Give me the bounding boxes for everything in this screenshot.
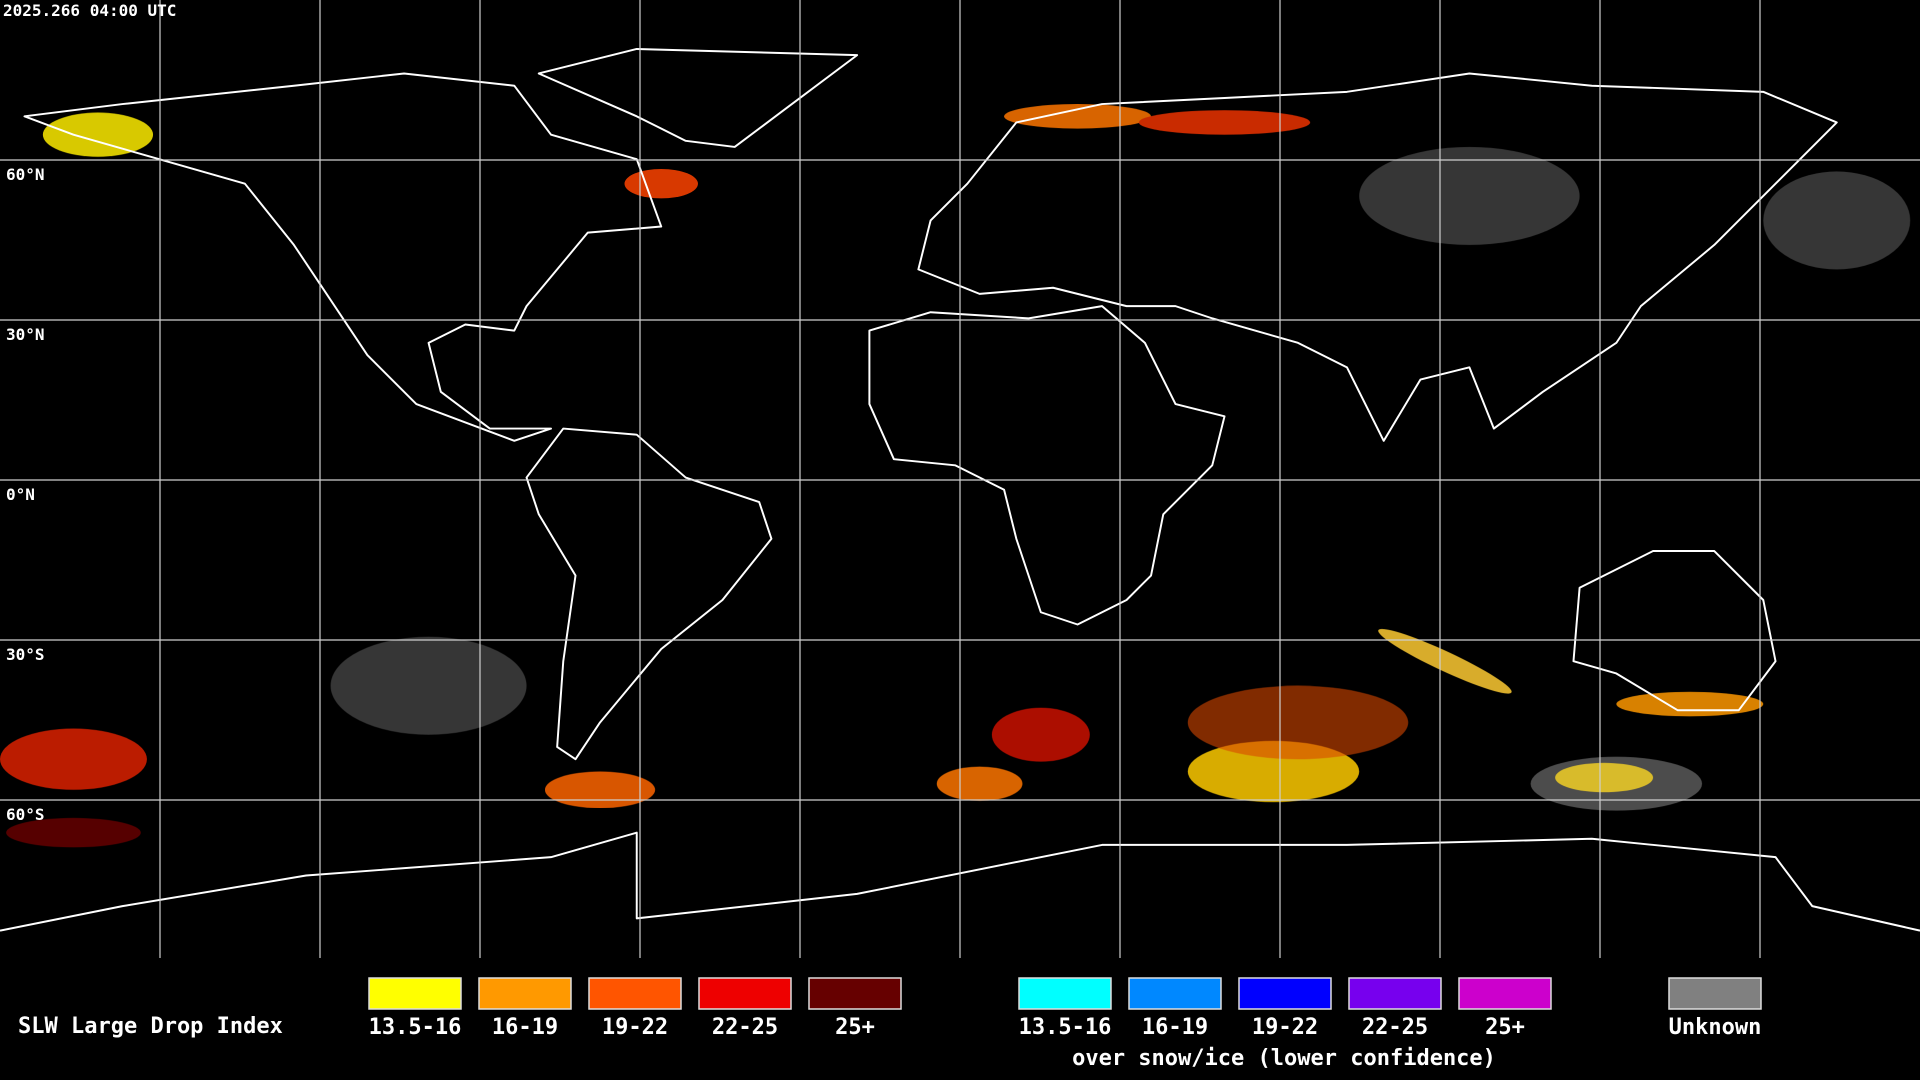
graticule [0,0,1920,958]
cloud-blob [1359,146,1580,245]
coastline [1572,550,1777,712]
legend-label: 25+ [835,1015,875,1040]
coastline [868,305,1226,626]
cloud-blob [42,112,154,157]
coastline [0,831,1920,932]
legend-swatch [1668,977,1762,1010]
coastlines [0,48,1920,932]
legend-label: 16-19 [492,1015,558,1040]
legend-swatch [698,977,792,1010]
cloud-blob [544,771,656,809]
cloud-blob [1378,628,1512,694]
legend-swatch [808,977,902,1010]
cloud-blob [6,817,141,848]
legend-label: 25+ [1485,1015,1525,1040]
coastline [525,427,773,761]
coastline [537,48,859,148]
legend-swatch [588,977,682,1010]
legend-label: 13.5-16 [369,1015,462,1040]
legend-label: 22-25 [712,1015,778,1040]
legend-label: 22-25 [1362,1015,1428,1040]
cloud-blob [936,766,1023,801]
cloud-blob [991,707,1090,762]
cloud-blob [1187,685,1409,760]
coastline [23,72,663,442]
cloud-blob [1555,762,1654,793]
latitude-label: 30°N [6,325,45,344]
legend-swatch [1458,977,1552,1010]
latitude-label: 60°S [6,805,45,824]
cloud-field [0,104,1911,848]
legend-caption: over snow/ice (lower confidence) [1072,1046,1496,1071]
legend-label: Unknown [1669,1015,1762,1040]
cloud-blob [1616,691,1764,717]
cloud-blob [0,728,147,790]
latitude-label: 0°N [6,485,35,504]
legend-label: 13.5-16 [1019,1015,1112,1040]
timestamp: 2025.266 04:00 UTC [3,1,176,20]
coastline [917,72,1838,442]
cloud-blob [624,168,698,199]
legend-label: 19-22 [1252,1015,1318,1040]
latitude-label: 60°N [6,165,45,184]
legend-label: 19-22 [602,1015,668,1040]
legend-label: 16-19 [1142,1015,1208,1040]
cloud-blob [1763,171,1911,270]
legend-swatch [1128,977,1222,1010]
legend-swatch [1348,977,1442,1010]
legend-title: SLW Large Drop Index [18,1014,283,1039]
legend-swatch [1238,977,1332,1010]
latitude-label: 30°S [6,645,45,664]
cloud-blob [1004,104,1152,129]
legend-swatch [1018,977,1112,1010]
legend-swatch [478,977,572,1010]
legend-swatch [368,977,462,1010]
cloud-blob [330,636,527,735]
cloud-blob [1138,110,1311,135]
